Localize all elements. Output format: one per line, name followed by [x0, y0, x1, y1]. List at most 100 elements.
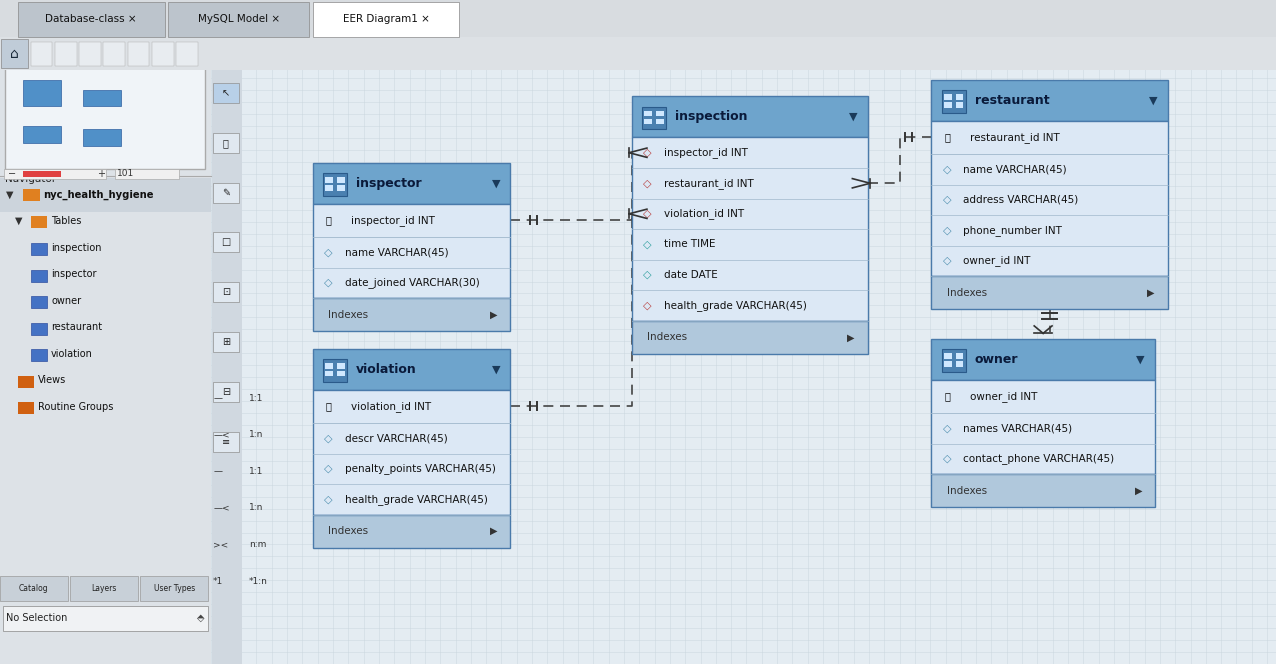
Text: name VARCHAR(45): name VARCHAR(45) [345, 247, 448, 258]
FancyBboxPatch shape [337, 371, 345, 376]
Text: 1:n: 1:n [249, 503, 263, 513]
Text: ◇: ◇ [643, 300, 652, 311]
Text: owner: owner [51, 295, 82, 306]
FancyBboxPatch shape [55, 42, 77, 66]
FancyBboxPatch shape [31, 243, 47, 255]
FancyBboxPatch shape [313, 349, 510, 390]
Text: Indexes: Indexes [647, 332, 686, 343]
FancyBboxPatch shape [931, 380, 1155, 474]
Text: ✎: ✎ [222, 187, 230, 198]
Text: 1:n: 1:n [249, 430, 263, 440]
FancyBboxPatch shape [0, 0, 1276, 70]
FancyBboxPatch shape [128, 42, 149, 66]
FancyBboxPatch shape [956, 102, 963, 108]
Text: ▼: ▼ [491, 178, 500, 189]
Text: ◇: ◇ [324, 247, 333, 258]
FancyBboxPatch shape [956, 94, 963, 100]
Text: —: — [213, 394, 222, 403]
FancyBboxPatch shape [213, 382, 239, 402]
FancyBboxPatch shape [325, 363, 333, 369]
Text: Routine Groups: Routine Groups [38, 402, 114, 412]
Text: Catalog: Catalog [19, 584, 48, 593]
Text: ◇: ◇ [324, 433, 333, 444]
FancyBboxPatch shape [656, 119, 664, 124]
Text: ▶: ▶ [490, 526, 498, 537]
Text: restaurant_id INT: restaurant_id INT [970, 132, 1059, 143]
Text: —<: —< [213, 503, 230, 513]
FancyBboxPatch shape [103, 42, 125, 66]
FancyBboxPatch shape [931, 276, 1168, 309]
Text: 🔑: 🔑 [944, 391, 951, 402]
FancyBboxPatch shape [3, 606, 208, 631]
Text: ◇: ◇ [324, 278, 333, 288]
FancyBboxPatch shape [1, 39, 28, 68]
FancyBboxPatch shape [644, 111, 652, 116]
Text: MySQL Model ×: MySQL Model × [198, 14, 279, 25]
Text: 🔑: 🔑 [325, 215, 332, 226]
FancyBboxPatch shape [942, 349, 966, 372]
Text: restaurant_id INT: restaurant_id INT [664, 178, 753, 189]
FancyBboxPatch shape [323, 359, 347, 382]
Text: nyc_health_hygiene: nyc_health_hygiene [43, 190, 154, 201]
FancyBboxPatch shape [31, 349, 47, 361]
Text: —<: —< [213, 430, 230, 440]
FancyBboxPatch shape [931, 339, 1155, 380]
FancyBboxPatch shape [0, 0, 211, 664]
Text: Tables: Tables [51, 216, 82, 226]
FancyBboxPatch shape [18, 402, 34, 414]
FancyBboxPatch shape [115, 169, 179, 179]
Text: ≡: ≡ [222, 436, 230, 447]
Text: ><: >< [213, 540, 228, 549]
FancyBboxPatch shape [23, 126, 61, 143]
Text: inspection: inspection [51, 242, 102, 253]
FancyBboxPatch shape [4, 169, 106, 179]
Text: violation: violation [51, 349, 93, 359]
Text: violation_id INT: violation_id INT [664, 208, 744, 219]
FancyBboxPatch shape [83, 129, 121, 146]
FancyBboxPatch shape [31, 296, 47, 308]
Text: ⬘: ⬘ [197, 613, 204, 623]
Text: ▶: ▶ [490, 309, 498, 320]
Text: Indexes: Indexes [328, 526, 367, 537]
FancyBboxPatch shape [931, 474, 1155, 507]
FancyBboxPatch shape [79, 42, 101, 66]
Text: inspector_id INT: inspector_id INT [351, 215, 435, 226]
FancyBboxPatch shape [31, 323, 47, 335]
FancyBboxPatch shape [337, 363, 345, 369]
Text: ▶: ▶ [847, 332, 855, 343]
Text: health_grade VARCHAR(45): health_grade VARCHAR(45) [664, 300, 806, 311]
Text: time TIME: time TIME [664, 239, 715, 250]
FancyBboxPatch shape [644, 119, 652, 124]
Text: n:m: n:m [249, 540, 267, 549]
FancyBboxPatch shape [313, 515, 510, 548]
FancyBboxPatch shape [313, 298, 510, 331]
FancyBboxPatch shape [23, 171, 61, 177]
Text: *1: *1 [213, 576, 223, 586]
FancyBboxPatch shape [176, 42, 198, 66]
Text: ◇: ◇ [324, 494, 333, 505]
FancyBboxPatch shape [313, 390, 510, 515]
FancyBboxPatch shape [632, 321, 868, 354]
Text: ▼: ▼ [1148, 95, 1157, 106]
FancyBboxPatch shape [70, 576, 138, 601]
Text: ◇: ◇ [324, 463, 333, 474]
Text: ◇: ◇ [643, 270, 652, 280]
Text: —: — [213, 467, 222, 476]
Text: health_grade VARCHAR(45): health_grade VARCHAR(45) [345, 494, 487, 505]
FancyBboxPatch shape [313, 2, 459, 37]
FancyBboxPatch shape [211, 0, 1276, 664]
Text: ◇: ◇ [943, 164, 952, 175]
FancyBboxPatch shape [213, 183, 239, 203]
Text: date_joined VARCHAR(30): date_joined VARCHAR(30) [345, 278, 480, 288]
Text: 101: 101 [117, 169, 135, 179]
Text: Layers: Layers [92, 584, 116, 593]
Text: 1:1: 1:1 [249, 394, 263, 403]
Text: −: − [8, 169, 15, 179]
FancyBboxPatch shape [152, 42, 174, 66]
Text: User Types: User Types [153, 584, 195, 593]
Text: ◇: ◇ [943, 256, 952, 266]
FancyBboxPatch shape [0, 37, 1276, 70]
FancyBboxPatch shape [325, 185, 333, 191]
FancyBboxPatch shape [313, 163, 510, 204]
Text: Database-class ×: Database-class × [46, 14, 137, 25]
